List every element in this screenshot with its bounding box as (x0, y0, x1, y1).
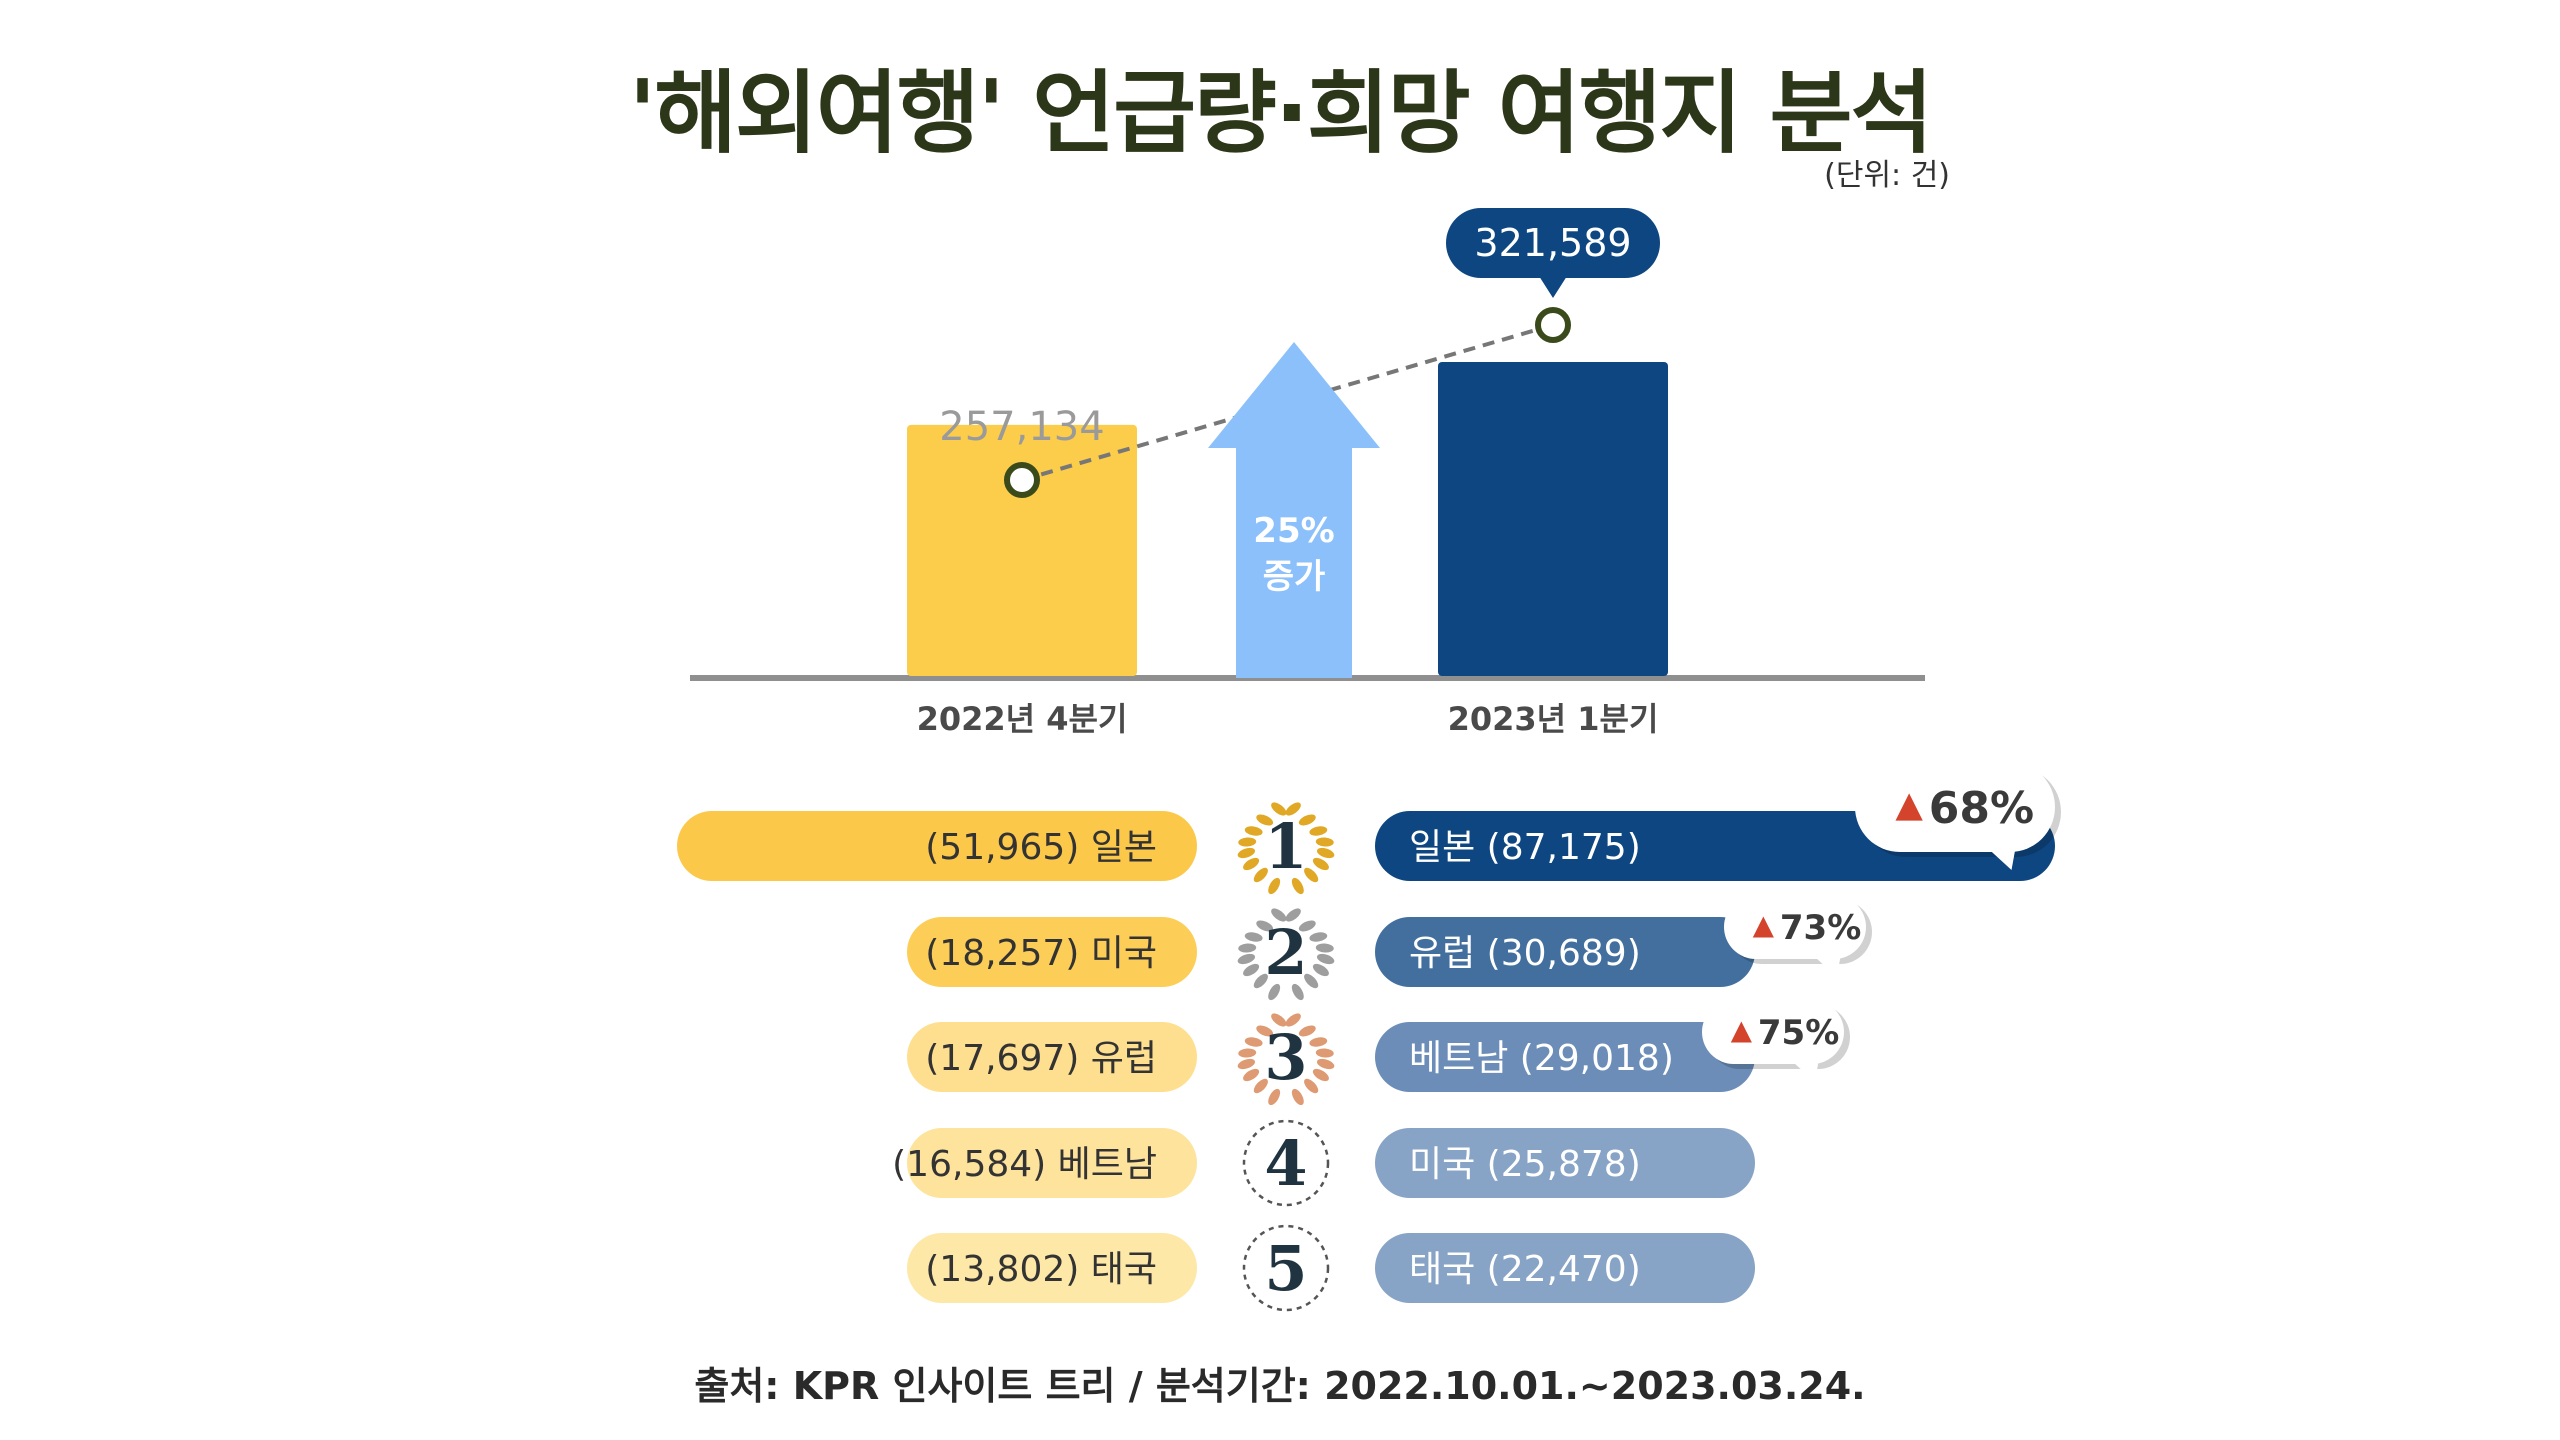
laurel-leaf (1315, 837, 1334, 847)
laurel-leaf (1316, 846, 1336, 860)
right-label-5: 태국 (22,470) (1409, 1249, 1641, 1290)
right-label-2: 유럽 (30,689) (1409, 933, 1641, 974)
rank-number-5: 5 (1264, 1232, 1307, 1305)
left-label-4: (16,584) 베트남 (892, 1144, 1157, 1185)
laurel-leaf (1309, 1036, 1328, 1048)
left-label-3: (17,697) 유럽 (925, 1038, 1157, 1079)
left-label-2: (18,257) 미국 (925, 933, 1157, 974)
laurel-leaf (1315, 1048, 1334, 1058)
laurel-leaf (1238, 837, 1257, 847)
laurel-leaf (1316, 952, 1336, 966)
badge-text-2: 73% (1780, 908, 1861, 948)
laurel-leaf (1238, 1048, 1257, 1058)
badge-tail (1791, 1060, 1819, 1082)
source-note: 출처: KPR 인사이트 트리 / 분석기간: 2022.10.01.~2023… (0, 1355, 2560, 1410)
trend-marker-2 (1538, 310, 1568, 340)
x-tick-label: 2022년 4분기 (917, 700, 1128, 738)
trend-marker-1 (1007, 465, 1037, 495)
laurel-leaf (1244, 931, 1263, 943)
badge-text-1: 68% (1929, 783, 2034, 834)
bar-2 (1438, 362, 1668, 676)
rank-number-1: 1 (1264, 810, 1307, 883)
laurel-leaf (1244, 1036, 1263, 1048)
laurel-leaf (1315, 943, 1334, 953)
laurel-leaf (1236, 952, 1256, 966)
left-label-1: (51,965) 일본 (925, 827, 1157, 868)
value-label-1: 257,134 (939, 404, 1104, 450)
increase-text: 증가 (1263, 557, 1326, 597)
laurel-leaf (1316, 1057, 1336, 1071)
left-label-5: (13,802) 태국 (925, 1249, 1157, 1290)
rank-number-2: 2 (1264, 916, 1307, 989)
rank-number-4: 4 (1264, 1127, 1307, 1200)
laurel-leaf (1244, 825, 1263, 837)
badge-text-3: 75% (1758, 1013, 1839, 1053)
right-label-3: 베트남 (29,018) (1409, 1038, 1674, 1079)
laurel-leaf (1236, 846, 1256, 860)
badge-tail (1813, 955, 1841, 977)
increase-arrow (1208, 342, 1380, 678)
increase-pct: 25% (1253, 511, 1334, 551)
laurel-leaf (1238, 943, 1257, 953)
value-bubble-tail (1539, 276, 1567, 298)
right-label-1: 일본 (87,175) (1409, 827, 1641, 868)
laurel-leaf (1309, 825, 1328, 837)
x-tick-label: 2023년 1분기 (1448, 700, 1659, 738)
value-label-2: 321,589 (1474, 221, 1631, 265)
laurel-leaf (1236, 1057, 1256, 1071)
rank-number-3: 3 (1264, 1021, 1307, 1094)
right-label-4: 미국 (25,878) (1409, 1144, 1641, 1185)
laurel-leaf (1309, 931, 1328, 943)
